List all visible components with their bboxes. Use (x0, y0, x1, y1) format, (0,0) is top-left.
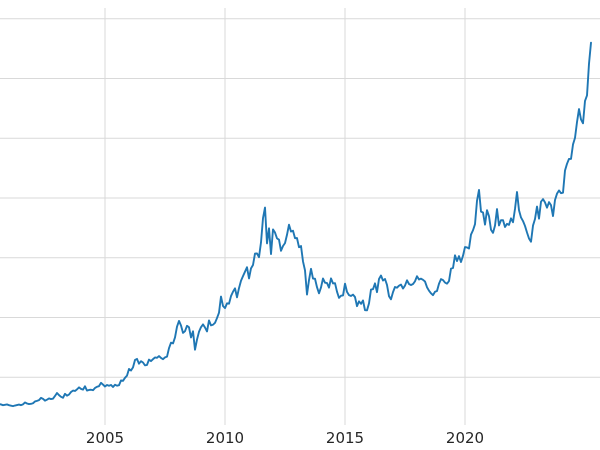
x-tick-label-2020: 2020 (446, 429, 484, 447)
price-line-series (0, 41, 592, 408)
x-tick-label-2015: 2015 (326, 429, 364, 447)
series-layer (0, 41, 592, 408)
x-tick-label-2010: 2010 (206, 429, 244, 447)
x-tick-label-2005: 2005 (86, 429, 124, 447)
grid-layer (0, 8, 600, 425)
tick-layer: 2005 2010 2015 2020 (86, 429, 484, 447)
